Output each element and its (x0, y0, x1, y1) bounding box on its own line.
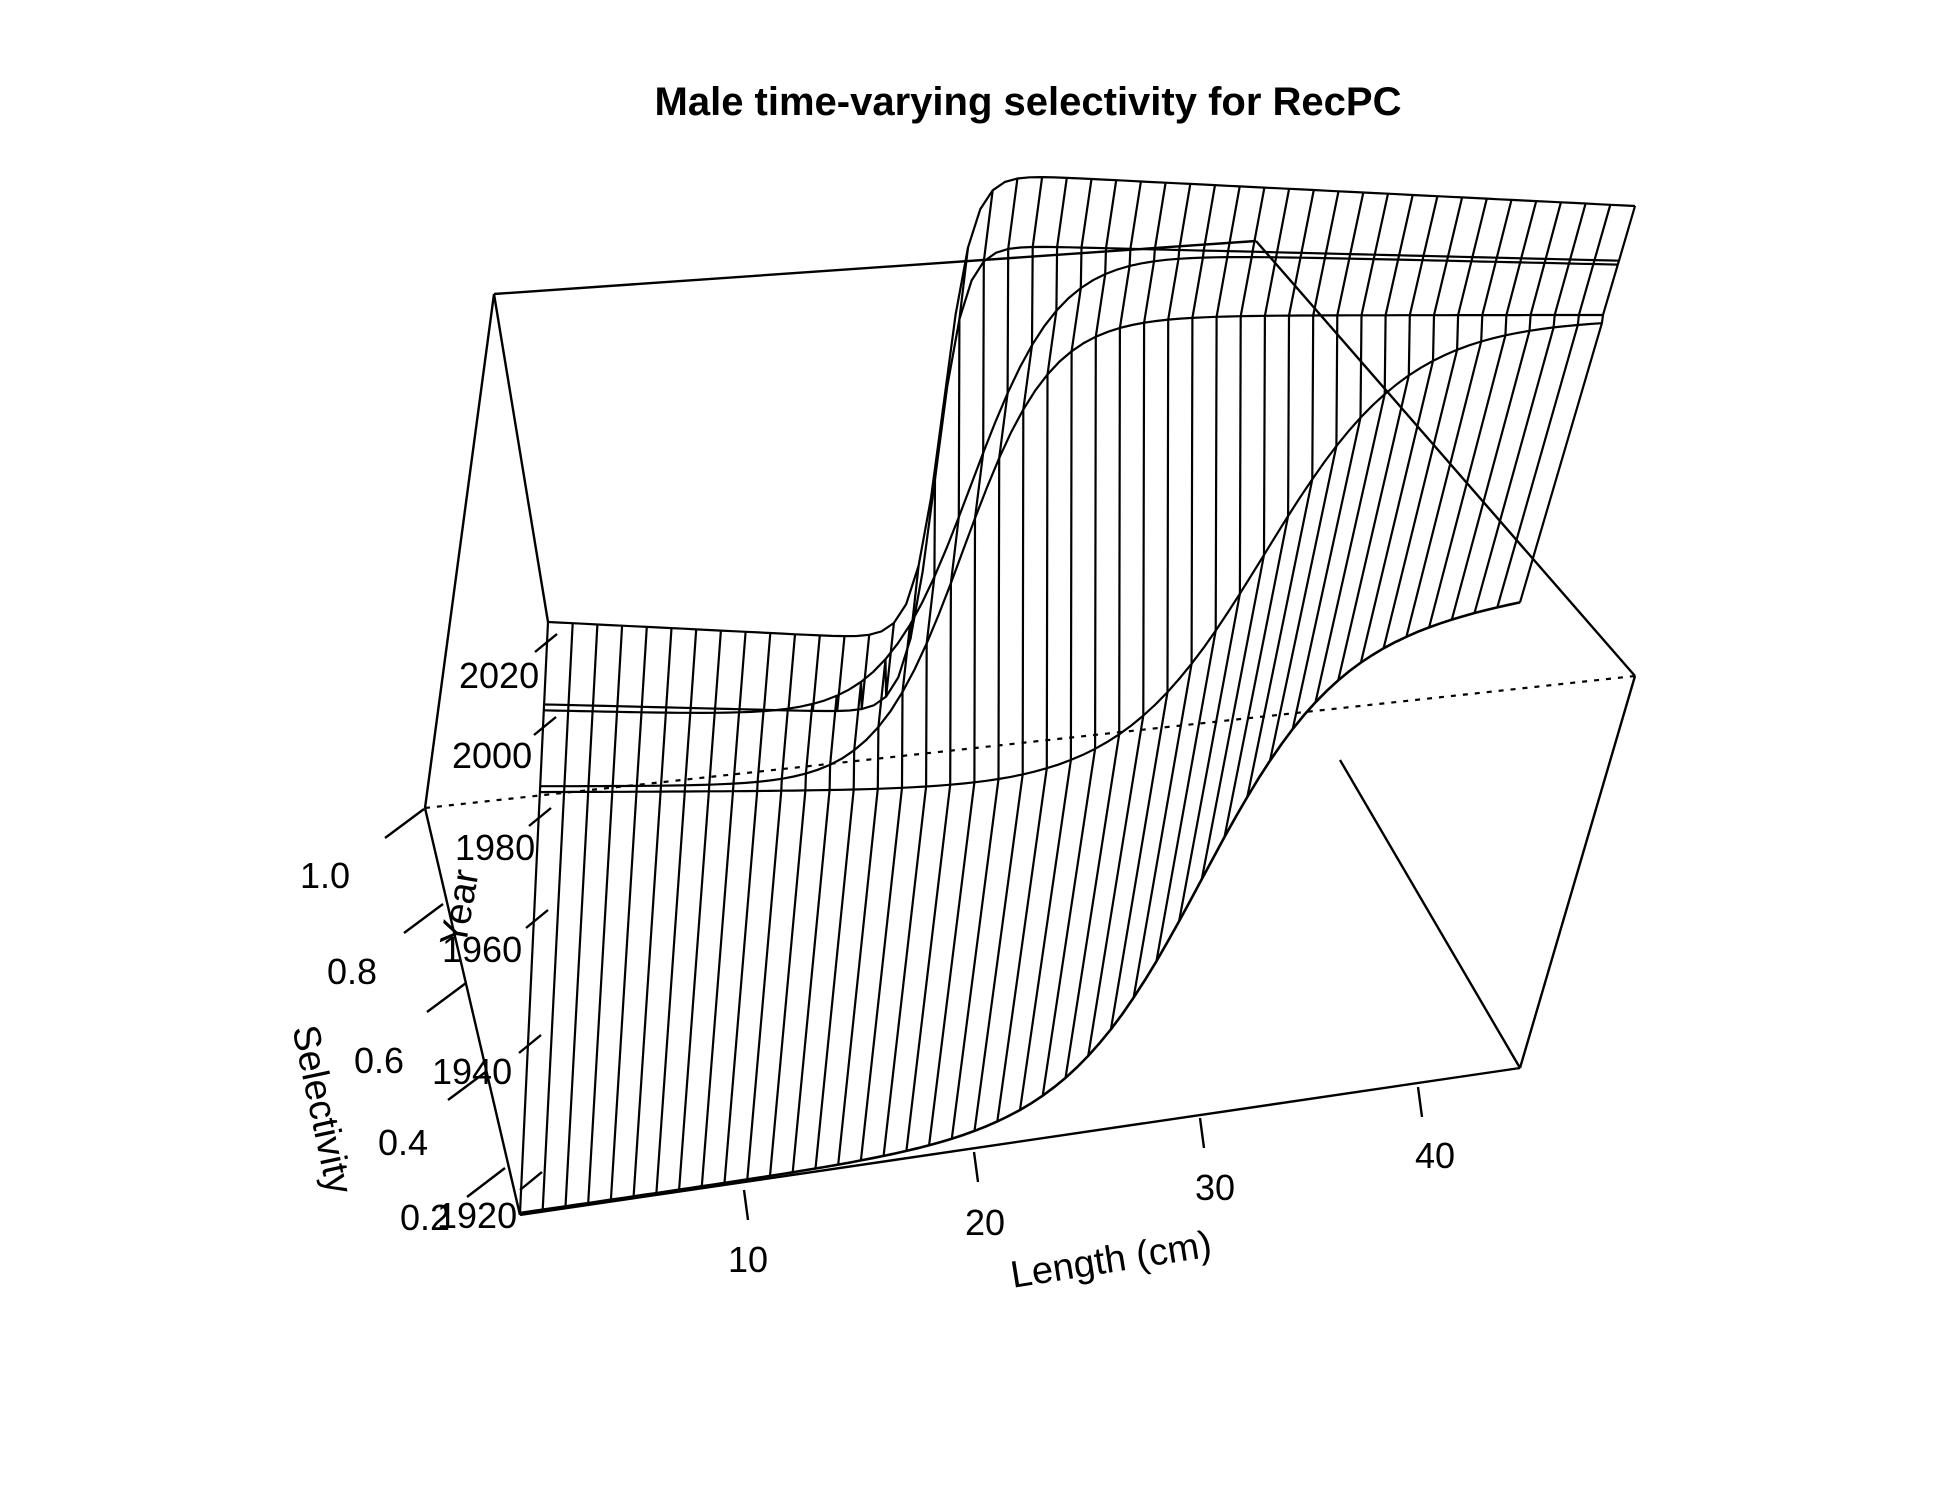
length-bin-line (1268, 192, 1365, 761)
x-tick-mark (742, 1189, 750, 1221)
length-bin-line (1314, 194, 1414, 703)
length-bin-line (1450, 202, 1562, 620)
length-bin-line (1428, 200, 1538, 628)
y-axis: 1920 1940 1960 1980 2000 2020 Year (432, 633, 558, 1236)
y-tick-mark (528, 807, 552, 827)
selectivity-surface (518, 175, 1637, 1215)
y-tick-label: 1980 (455, 827, 535, 868)
length-bin-line (541, 623, 574, 1210)
length-bin-line (700, 631, 747, 1187)
length-bin-line (678, 630, 722, 1190)
chart-title: Male time-varying selectivity for RecPC (655, 80, 1402, 124)
length-bin-line (973, 176, 1044, 1132)
box-edge-left-vertical (423, 293, 496, 809)
y-tick-label: 1960 (442, 929, 522, 970)
length-bin-line (1337, 195, 1439, 681)
z-tick-label: 0.4 (378, 1122, 428, 1163)
year-curve-1920 (519, 601, 1521, 1215)
z-tick-mark (466, 1167, 506, 1198)
length-bin-line (1155, 186, 1241, 962)
z-tick-mark (403, 903, 444, 934)
length-bin-line (1223, 189, 1315, 838)
x-tick-mark (1416, 1086, 1424, 1118)
length-bin-line (1359, 197, 1464, 663)
length-bin-line (723, 632, 772, 1183)
length-bin-line (609, 626, 648, 1200)
length-bin-line (746, 634, 797, 1180)
length-bin-line (950, 178, 1019, 1139)
length-bin-line (882, 406, 945, 1157)
length-bin-line (1405, 199, 1513, 638)
box-edge-back-left-vertical (492, 293, 550, 623)
length-bin-line (768, 635, 821, 1177)
length-bin-line (1087, 182, 1167, 1057)
length-bin-line (564, 624, 599, 1207)
length-bin-line (587, 625, 624, 1204)
y-tick-mark (518, 1034, 542, 1054)
z-tick-mark (384, 808, 425, 839)
length-bin-line (655, 629, 698, 1194)
x-axis-title: Length (cm) (1008, 1224, 1215, 1297)
y-tick-label: 2000 (452, 735, 532, 776)
length-bin-line (632, 628, 673, 1197)
length-bin-line (837, 622, 895, 1165)
z-tick-label: 1.0 (300, 855, 350, 896)
box-edge-front-floor (519, 1066, 1521, 1217)
length-bin-line (1496, 204, 1612, 608)
length-bin-line (1200, 188, 1291, 880)
box-edge-right-back-diagonal (1338, 759, 1522, 1069)
length-bin-line (1382, 198, 1488, 649)
length-bin-line (1109, 183, 1192, 1030)
length-bin-line (1246, 191, 1340, 798)
x-tick-label: 20 (965, 1202, 1005, 1243)
hidden-edge-floor-back (424, 674, 1636, 810)
x-tick-label: 30 (1195, 1167, 1235, 1208)
x-tick-mark (1198, 1117, 1206, 1149)
box-edge-right-vertical (1518, 675, 1637, 1069)
box-edge-right-top (1255, 240, 1636, 677)
length-bin-line (1064, 181, 1142, 1079)
length-bin-line (1178, 187, 1266, 922)
x-axis: 10 20 30 40 Length (cm) (728, 1086, 1455, 1297)
length-bin-line (928, 190, 994, 1146)
z-axis-title: Selectivity (283, 1021, 360, 1197)
length-bin-line (996, 177, 1068, 1122)
length-bin-line (1018, 178, 1093, 1111)
y-tick-label: 1920 (437, 1195, 517, 1236)
x-tick-mark (972, 1151, 980, 1183)
length-bin-line (1518, 205, 1637, 603)
length-bin-line (518, 621, 550, 1214)
length-bin-line (1132, 184, 1217, 998)
z-tick-label: 0.6 (354, 1040, 404, 1081)
z-tick-label: 0.2 (400, 1197, 450, 1238)
length-bin-line (905, 247, 970, 1152)
y-tick-mark (534, 633, 558, 653)
y-tick-label: 1940 (432, 1051, 512, 1092)
year-curve-2025 (547, 175, 1636, 638)
z-tick-label: 0.8 (327, 951, 377, 992)
year-curve-2010 (543, 256, 1618, 715)
length-bin-line (1473, 203, 1587, 614)
z-tick-mark (426, 982, 467, 1013)
y-tick-mark (525, 909, 549, 929)
z-tick-mark (447, 1070, 488, 1101)
y-tick-mark (533, 716, 557, 736)
plot-box (423, 239, 1637, 1217)
x-tick-label: 10 (728, 1239, 768, 1280)
length-bin-line (814, 634, 871, 1169)
y-tick-mark (519, 1171, 543, 1191)
y-tick-label: 2020 (459, 655, 539, 696)
length-bin-line (1041, 180, 1118, 1096)
length-bin-line (1291, 193, 1390, 730)
length-bin-line (791, 635, 846, 1173)
length-bin-line (859, 565, 920, 1161)
box-edge-left-front (423, 807, 522, 1216)
x-tick-label: 40 (1415, 1135, 1455, 1176)
